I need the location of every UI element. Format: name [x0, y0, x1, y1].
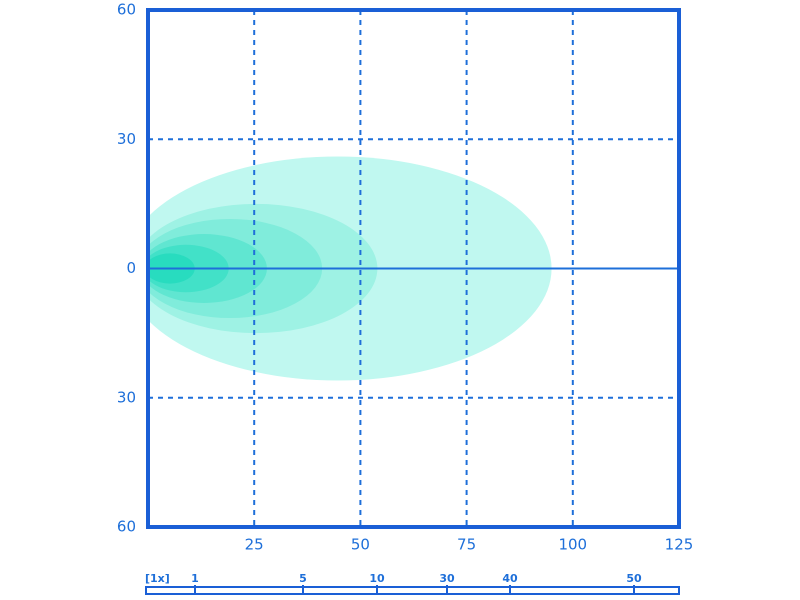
x-tick-label: 50 [351, 536, 370, 554]
scale-tick-label: 5 [299, 572, 307, 585]
scale-tick-label: 1 [191, 572, 199, 585]
x-tick-label: 125 [665, 536, 694, 554]
scale-label: [1x] [145, 572, 170, 585]
scale-tick-label: 40 [502, 572, 518, 585]
x-tick-label: 25 [245, 536, 264, 554]
plot-frame [146, 8, 681, 529]
scale-tick-label: 10 [369, 572, 385, 585]
y-tick-label: 30 [117, 130, 136, 148]
x-tick-label: 100 [558, 536, 587, 554]
scale-tick-label: 50 [626, 572, 642, 585]
x-tick-label: 75 [457, 536, 476, 554]
y-tick-label: 60 [117, 1, 136, 19]
y-tick-label: 60 [117, 518, 136, 536]
y-tick-label: 30 [117, 388, 136, 406]
scale-bar [145, 586, 680, 595]
y-tick-label: 0 [126, 259, 136, 277]
grid [148, 10, 679, 527]
scale-tick-label: 30 [439, 572, 455, 585]
